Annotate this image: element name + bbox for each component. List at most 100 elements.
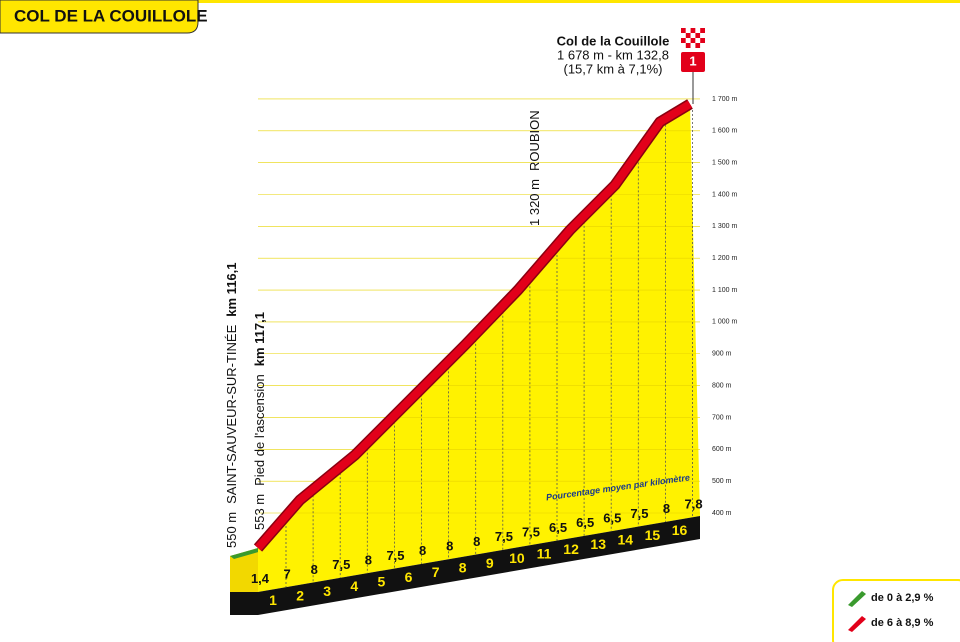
flag-cell <box>695 33 701 38</box>
flag-cell <box>681 38 686 43</box>
gradient-label: 7 <box>283 566 290 581</box>
profile-area <box>258 104 700 592</box>
km-marker: 5 <box>378 573 386 589</box>
summit-climb: (15,7 km à 7,1%) <box>564 61 663 76</box>
km-marker: 3 <box>323 583 331 599</box>
flag-cell <box>690 33 696 38</box>
profile: 400 m 500 m 600 m 700 m 800 m 900 m 1 000 m 1 1… <box>230 96 737 615</box>
gradient-label: 6,5 <box>549 520 567 535</box>
altitude-tick: 1 200 m <box>712 255 737 262</box>
start-block <box>230 548 258 592</box>
km-marker: 2 <box>296 587 304 603</box>
gradient-label: 7,5 <box>630 506 648 521</box>
foot-label: 553 m Pied de l'ascension km 117,1 <box>252 312 267 530</box>
legend-swatch <box>848 591 866 607</box>
top-border <box>0 0 960 3</box>
category-box <box>681 52 705 72</box>
gradient-label: 7,5 <box>386 548 404 563</box>
flag-cell <box>700 38 705 43</box>
summit-name: Col de la Couillole <box>557 33 670 48</box>
gradient-label: 7,8 <box>685 497 703 512</box>
flag-cell <box>685 38 691 43</box>
altitude-tick: 1 500 m <box>712 159 737 166</box>
legend-box <box>832 579 960 642</box>
km-marker: 16 <box>672 522 688 538</box>
start-green <box>230 548 262 559</box>
title-tab <box>0 0 199 34</box>
altitude-tick: 900 m <box>712 351 732 358</box>
km-marker: 12 <box>563 541 579 557</box>
gradient-label: 8 <box>663 501 670 516</box>
altitude-tick: 600 m <box>712 446 732 453</box>
altitude-tick: 1 100 m <box>712 287 737 294</box>
profile-line <box>254 100 693 551</box>
flag-cell <box>685 33 691 38</box>
legend-swatch <box>848 616 866 632</box>
start-altitude: 550 m <box>224 512 239 548</box>
altitude-tick: 1 400 m <box>712 191 737 198</box>
legend: de 0 à 2,9 % de 6 à 8,9 % <box>848 591 934 632</box>
gradient-label: 7,5 <box>522 524 540 539</box>
flag-cell <box>695 43 701 48</box>
waypoint-label: 1 320 m ROUBION <box>527 110 542 226</box>
gradient-label: 7,5 <box>495 529 513 544</box>
foot-place: Pied de l'ascension <box>252 374 267 486</box>
flag-cell <box>681 43 686 48</box>
profile-base <box>258 515 700 615</box>
gradient-label: 8 <box>311 562 318 577</box>
flag-cell <box>685 28 691 33</box>
legend-label: de 0 à 2,9 % <box>871 592 934 604</box>
gradient-label: 8 <box>419 543 426 558</box>
km-marker: 14 <box>618 532 634 548</box>
km-marker: 6 <box>405 569 413 585</box>
km-marker: 8 <box>459 559 467 575</box>
altitude-tick: 1 300 m <box>712 223 737 230</box>
flag-cell <box>700 33 705 38</box>
flag-cell <box>681 28 686 33</box>
altitude-tick: 1 000 m <box>712 319 737 326</box>
altitude-tick: 800 m <box>712 382 732 389</box>
gradient-label: 1,4 <box>251 571 270 586</box>
start-label: 550 m SAINT-SAUVEUR-SUR-TINÉE km 116,1 <box>224 263 239 549</box>
flag-cell <box>690 38 696 43</box>
gradient-label: 8 <box>446 538 453 553</box>
flag-cell <box>681 33 686 38</box>
gradient-label: 8 <box>365 552 372 567</box>
km-marker: 10 <box>509 550 525 566</box>
km-marker: 15 <box>645 527 661 543</box>
gradient-label: 8 <box>473 534 480 549</box>
km-marker: 1 <box>269 592 277 608</box>
summit-detail: 1 678 m - km 132,8 <box>557 47 669 62</box>
waypoint-altitude: 1 320 m <box>527 179 542 226</box>
flag-cell <box>700 43 705 48</box>
altitude-tick: 500 m <box>712 478 732 485</box>
waypoint-place: ROUBION <box>527 110 542 171</box>
flag-cell <box>700 28 705 33</box>
altitude-tick: 400 m <box>712 510 732 517</box>
altitude-tick: 700 m <box>712 414 732 421</box>
flag-cell <box>690 43 696 48</box>
km-marker: 11 <box>537 546 552 562</box>
flag-cell <box>690 28 696 33</box>
km-marker: 9 <box>486 555 494 571</box>
start-km: km 116,1 <box>224 263 239 317</box>
start-place: SAINT-SAUVEUR-SUR-TINÉE <box>224 324 239 503</box>
km-marker: 7 <box>432 564 440 580</box>
flag-cell <box>695 38 701 43</box>
km-marker: 4 <box>350 578 358 594</box>
start-base <box>230 592 258 615</box>
summit-flag <box>681 28 705 48</box>
foot-km: km 117,1 <box>252 312 267 366</box>
gradient-label: 7,5 <box>332 557 350 572</box>
title: COL DE LA COUILLOLE <box>14 6 208 25</box>
km-marker: 13 <box>590 536 606 552</box>
category: 1 <box>689 53 696 68</box>
gradient-label: 6,5 <box>576 515 594 530</box>
flag-cell <box>695 28 701 33</box>
altitude-tick: 1 600 m <box>712 128 737 135</box>
gradient-label: 6,5 <box>603 510 621 525</box>
flag-cell <box>685 43 691 48</box>
altitude-tick: 1 700 m <box>712 96 737 103</box>
foot-altitude: 553 m <box>252 494 267 530</box>
legend-label: de 6 à 8,9 % <box>871 617 934 629</box>
